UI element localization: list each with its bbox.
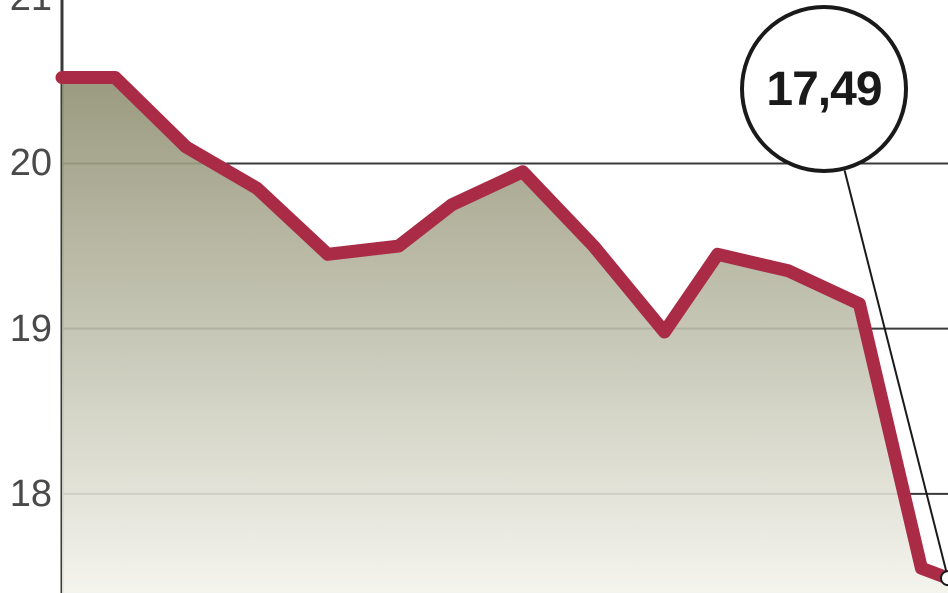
- value-callout: 17,49: [740, 5, 908, 173]
- y-axis-label: 20: [0, 144, 52, 182]
- y-axis-label: 21: [0, 0, 52, 17]
- y-axis-label: 19: [0, 310, 52, 348]
- callout-value: 17,49: [766, 62, 881, 117]
- y-axis-label: 18: [0, 475, 52, 513]
- stock-chart: 21 20 19 18 17,49: [0, 0, 948, 593]
